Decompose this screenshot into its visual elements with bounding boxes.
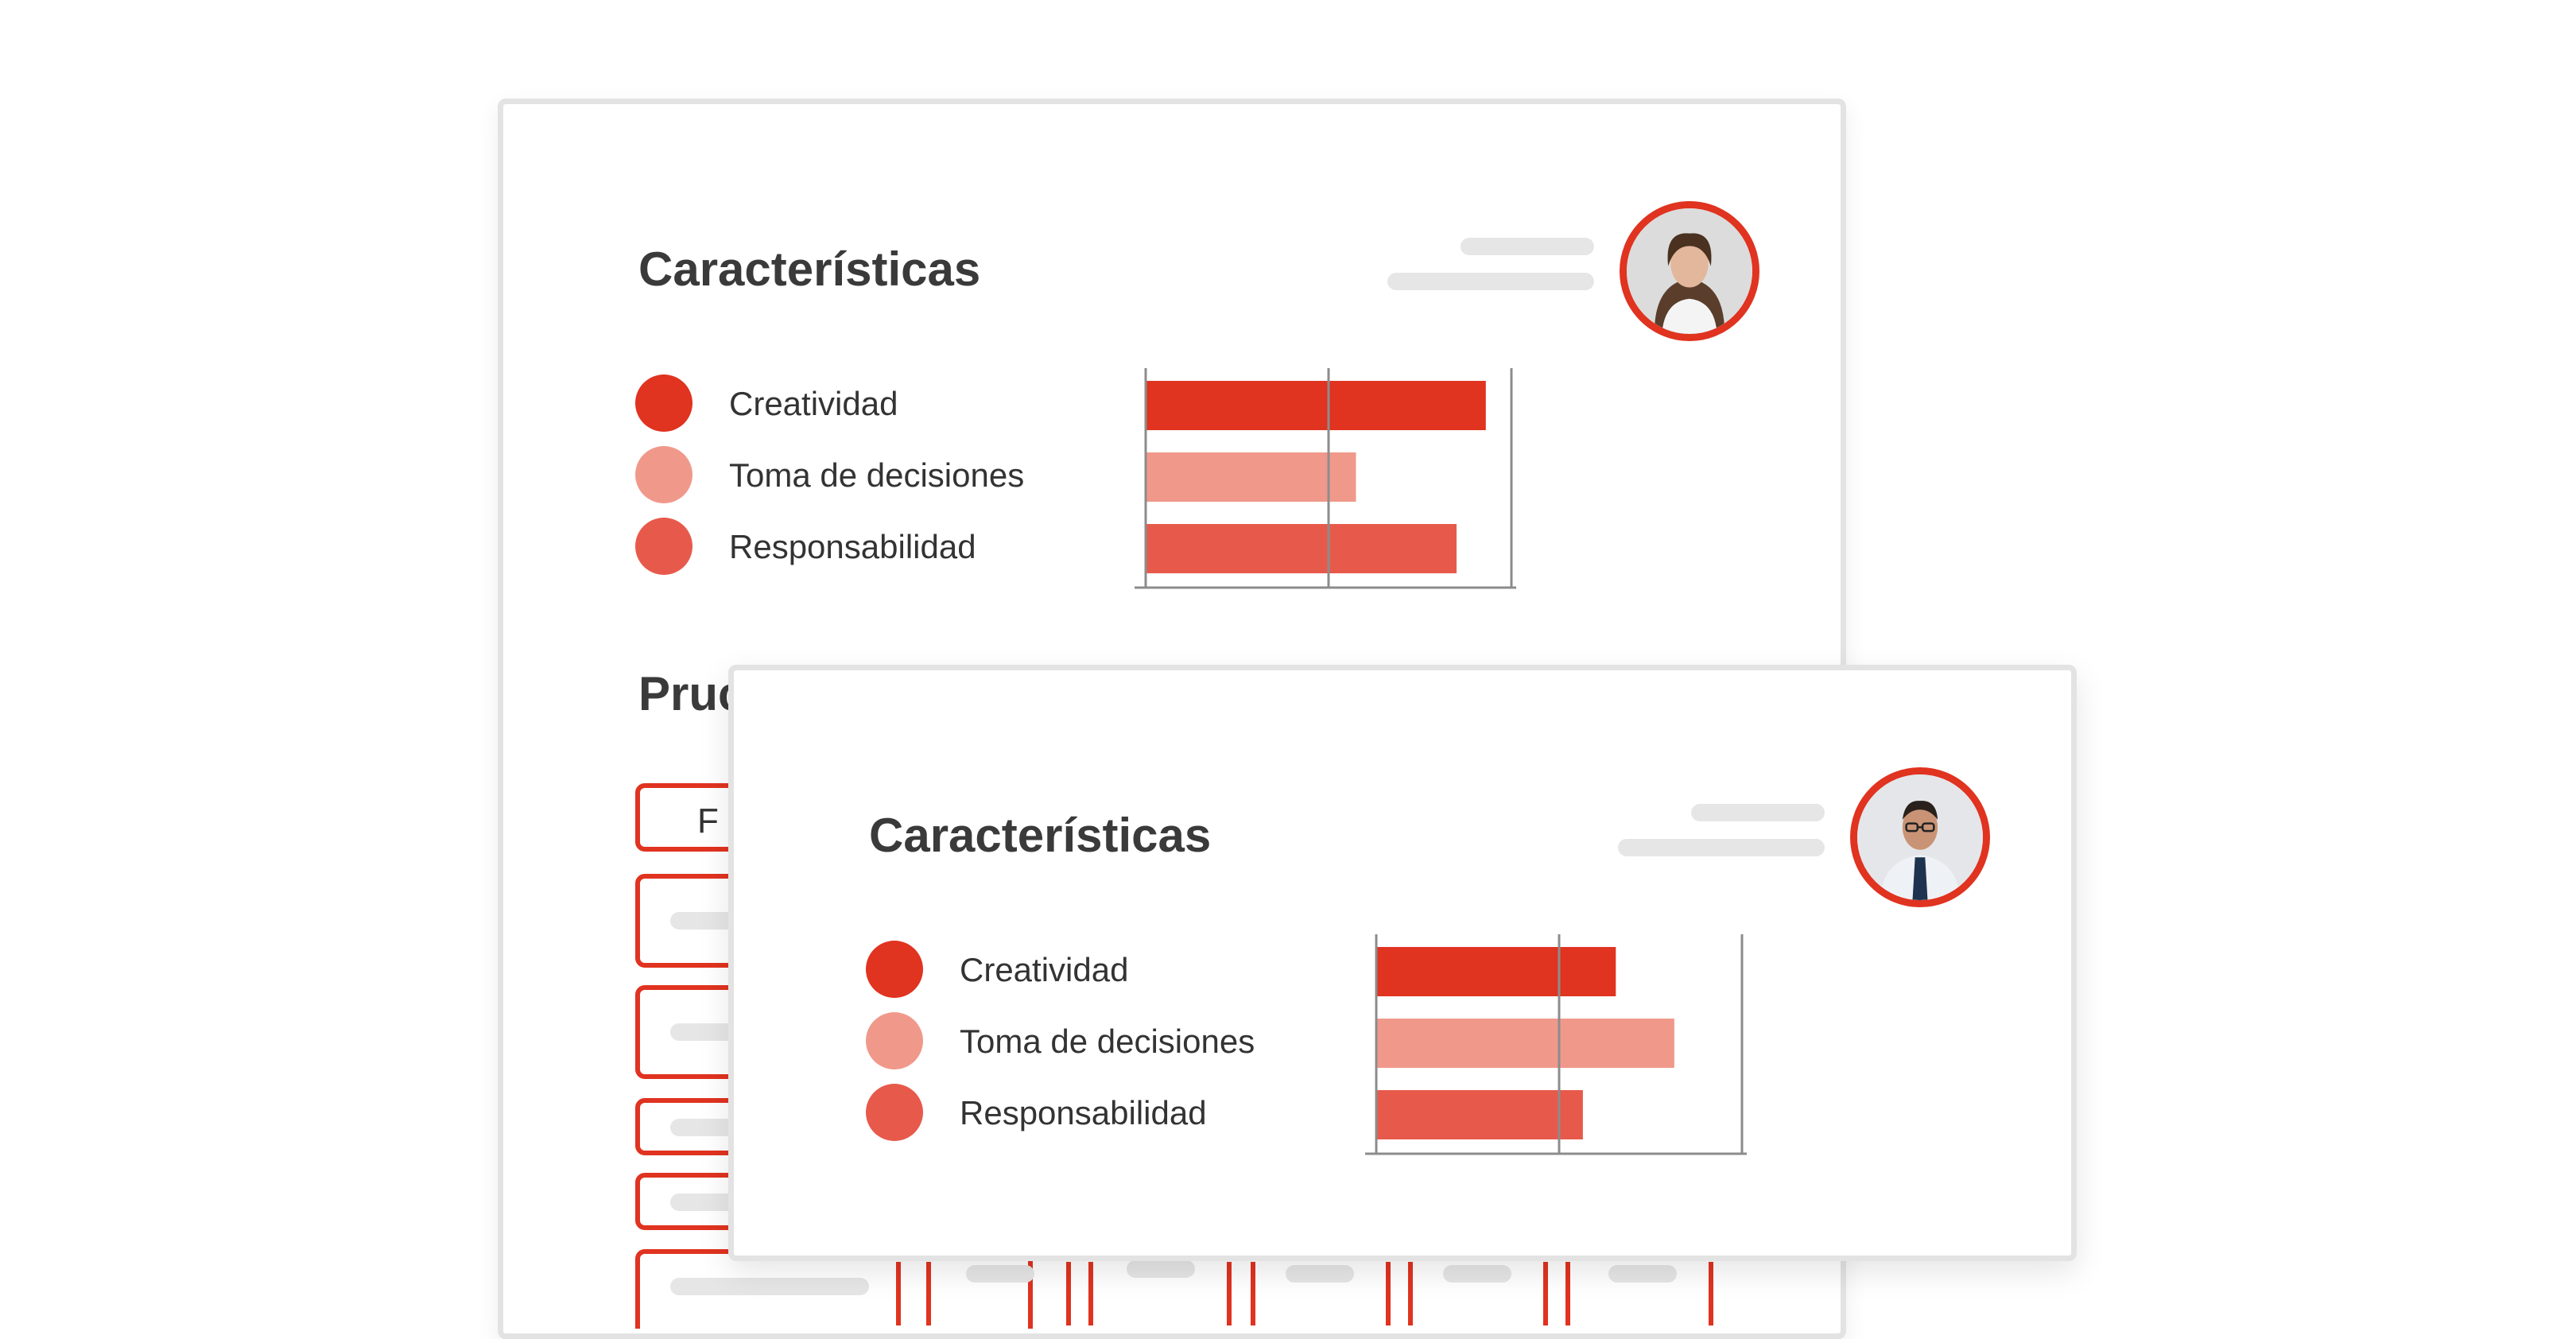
legend-label: Creatividad [729,385,898,422]
bar-chart [1135,368,1516,589]
placeholder-line [1461,238,1594,255]
legend-label: Responsabilidad [960,1094,1207,1131]
bar-responsabilidad [1146,524,1457,573]
bar-toma-de-decisiones [1376,1019,1674,1068]
legend-dot [866,1012,923,1069]
column-divider [1543,1262,1548,1325]
placeholder-line [1127,1260,1195,1278]
legend-label: Creatividad [960,951,1129,988]
front-profile-card: Características Creatividad Toma de deci… [728,665,2077,1261]
legend-label: Toma de decisiones [729,456,1025,494]
column-divider [896,1262,901,1325]
column-divider [1565,1262,1570,1325]
legend-dot [866,941,923,998]
bar-responsabilidad [1376,1090,1583,1139]
column-divider [926,1262,931,1325]
placeholder-line [670,1278,869,1295]
legend-dot [635,446,692,503]
legend-dot [635,375,692,432]
placeholder-line [1691,804,1825,821]
column-divider [1251,1262,1255,1325]
bar-creatividad [1146,381,1486,430]
legend-dot [635,518,692,575]
column-divider [1408,1262,1413,1325]
card-title: Características [869,809,1212,862]
placeholder-line [966,1265,1034,1283]
woman-portrait-icon [1627,208,1752,334]
bar-creatividad [1376,947,1616,996]
woman-avatar[interactable] [1620,201,1759,341]
column-divider [1386,1262,1391,1325]
legend-label: Responsabilidad [729,528,976,565]
legend-dot [866,1084,923,1141]
list-row[interactable] [635,1249,1033,1329]
placeholder-line [1443,1265,1511,1283]
column-divider [1066,1262,1071,1325]
section-title: Pruc [638,667,745,720]
column-divider [1709,1262,1713,1325]
placeholder-line [1286,1265,1354,1283]
bar-toma-de-decisiones [1146,452,1356,502]
man-avatar[interactable] [1850,767,1990,907]
legend-label: Toma de decisiones [960,1023,1255,1060]
man-portrait-icon [1857,774,1983,900]
bar-chart [1365,934,1747,1155]
placeholder-line [1618,839,1825,856]
column-divider [1088,1262,1093,1325]
card-title: Características [638,243,981,296]
filter-button-label: F [697,801,719,840]
placeholder-line [1608,1265,1677,1283]
column-divider [1227,1262,1232,1325]
placeholder-line [1387,273,1594,290]
